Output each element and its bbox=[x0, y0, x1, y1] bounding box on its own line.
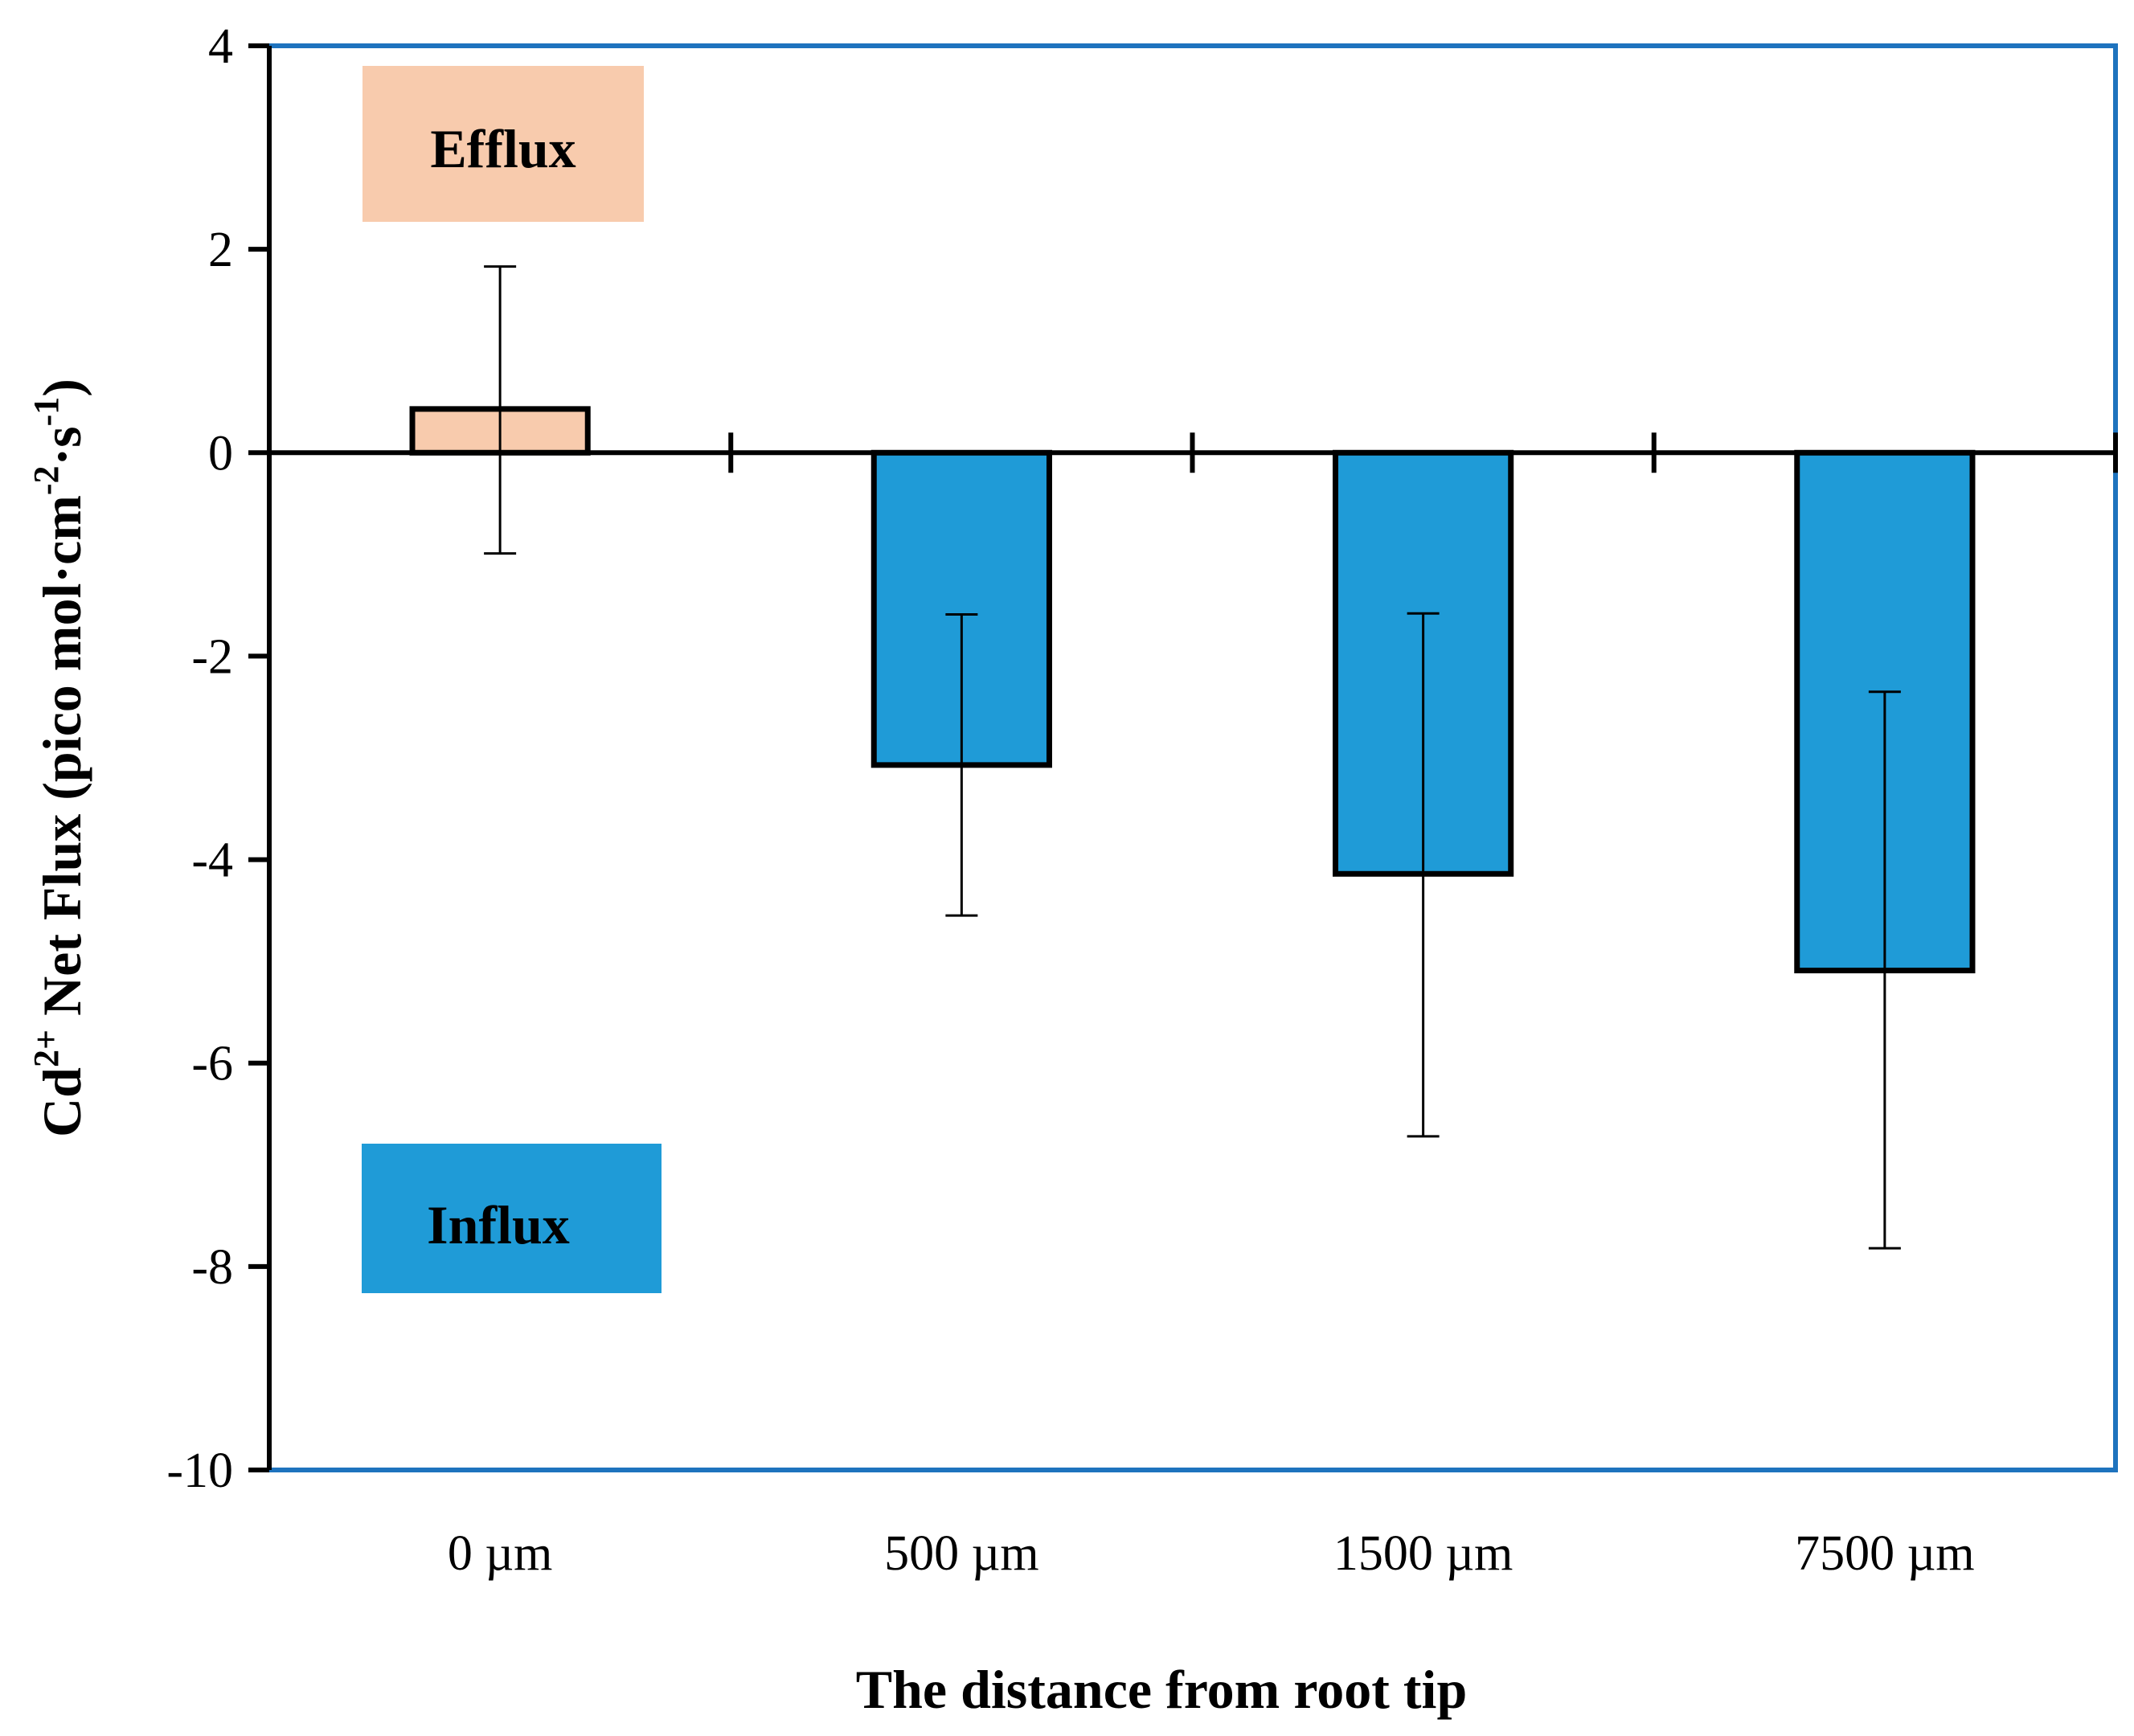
error-bars-group bbox=[484, 265, 1901, 1250]
bars-group bbox=[409, 406, 1976, 974]
x-tick-label-2: 1500 µm bbox=[1333, 1526, 1513, 1581]
x-tick-labels: 0 µm 500 µm 1500 µm 7500 µm bbox=[448, 1526, 1975, 1581]
x-tick-label-1: 500 µm bbox=[884, 1526, 1038, 1581]
efflux-label: Efflux bbox=[430, 118, 575, 179]
x-axis-title: The distance from root tip bbox=[856, 1659, 1468, 1720]
y-axis-title: Cd2+ Net Flux (pico mol·cm-2·s-1) bbox=[27, 379, 92, 1137]
y-tick-label-0: 4 bbox=[208, 19, 233, 74]
y-title-main: Cd bbox=[31, 1067, 92, 1137]
x-tick-label-3: 7500 µm bbox=[1795, 1526, 1974, 1581]
y-title-mid: Net Flux (pico mol·cm bbox=[31, 495, 92, 1030]
y-tick-label-3: -2 bbox=[191, 629, 233, 684]
influx-box bbox=[362, 1144, 661, 1293]
y-title-sup-1: 2+ bbox=[27, 1030, 66, 1067]
y-title-sup-2: -2 bbox=[27, 466, 66, 496]
y-title-sup-3: -1 bbox=[27, 397, 66, 427]
y-tick-label-4: -4 bbox=[191, 833, 233, 888]
y-tick-label-1: 2 bbox=[208, 223, 233, 277]
axes-group bbox=[248, 43, 2118, 1472]
influx-label: Influx bbox=[427, 1194, 570, 1255]
y-title-mid-2: ·s bbox=[31, 426, 92, 465]
x-tick-label-0: 0 µm bbox=[448, 1526, 552, 1581]
y-tick-label-2: 0 bbox=[208, 426, 233, 481]
y-tick-labels: 4 2 0 -2 -4 -6 -8 -10 bbox=[166, 19, 233, 1498]
y-tick-label-5: -6 bbox=[191, 1037, 233, 1091]
y-title-end: ) bbox=[31, 379, 92, 397]
y-tick-label-7: -10 bbox=[166, 1443, 233, 1498]
y-tick-label-6: -8 bbox=[191, 1240, 233, 1295]
efflux-box bbox=[362, 66, 644, 222]
